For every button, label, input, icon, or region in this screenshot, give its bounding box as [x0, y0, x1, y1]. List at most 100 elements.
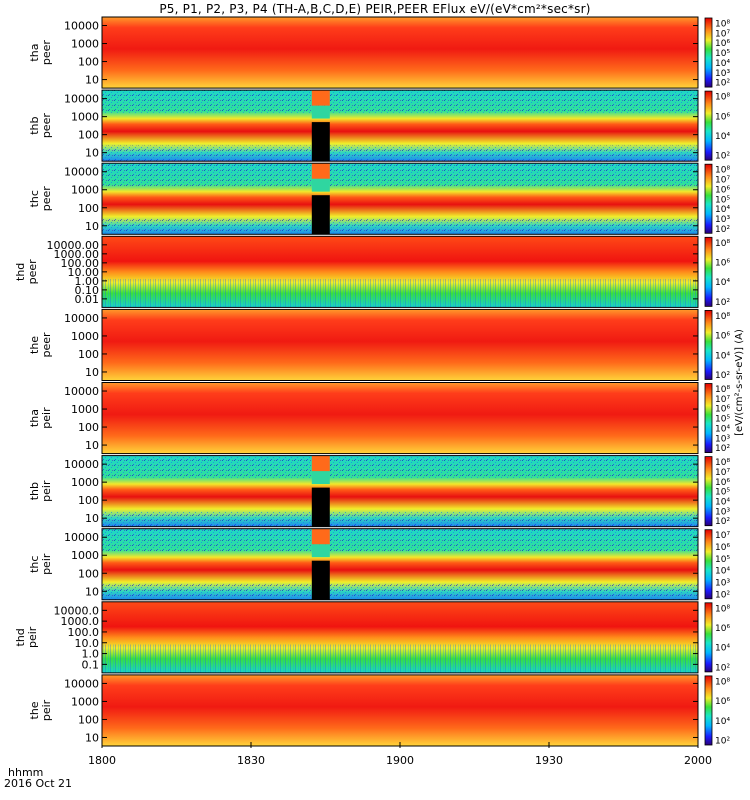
y-tick-label: 10000: [64, 677, 99, 690]
panel-frame: [101, 601, 699, 674]
colorbar-unit-label: [eV/(cm²-s-sr-eV)] (A): [734, 329, 745, 436]
colorbar-tick-label: 10³: [715, 215, 730, 225]
colorbar-tick-label: 10²: [715, 663, 730, 673]
y-tick-label: 1000: [71, 476, 99, 489]
y-tick-label: 10: [85, 585, 99, 598]
colorbar-tick-label: 10⁶: [715, 332, 730, 342]
colorbar-tick-label: 10⁴: [715, 567, 730, 577]
y-tick-label: 1000: [71, 403, 99, 416]
colorbar: [704, 236, 713, 307]
colorbar-tick-label: 10³: [715, 507, 730, 517]
x-tick-label: 2000: [684, 754, 712, 767]
data-gap-block: [311, 122, 330, 162]
panel-label: thepeir: [28, 699, 53, 721]
noise-texture-bottom: [102, 584, 698, 600]
colorbar-tick-label: 10⁸: [715, 166, 730, 176]
panel-the-peer: 10000 1000 100 10 thepeer 10⁸ 10⁶ 10⁴ 10²: [28, 308, 730, 381]
panel-frame: [101, 455, 699, 528]
colorbar-tick-label: 10²: [715, 152, 730, 162]
colorbar-tick-label: 10⁸: [715, 20, 730, 30]
y-tick-label: 10: [85, 366, 99, 379]
panel-frame: [101, 89, 699, 162]
panel-label: thepeer: [28, 332, 53, 358]
colorbar-tick-label: 10²: [715, 79, 730, 89]
stripe-texture: [102, 278, 698, 308]
colorbar-tick-label: 10²: [715, 371, 730, 381]
y-tick-label: 10000: [64, 166, 99, 179]
panel-label: thdpeer: [14, 259, 39, 285]
noise-texture-top: [102, 455, 698, 479]
panel-frame: [101, 16, 699, 89]
panel-the-peir: 10000 1000 100 10 thepeir 10⁸ 10⁶ 10⁴ 10²: [28, 674, 730, 747]
y-tick-label: 10000: [64, 385, 99, 398]
colorbar-tick-label: 10²: [715, 590, 730, 600]
colorbar-tick-label: 10⁶: [715, 478, 730, 488]
colorbar-tick-label: 10²: [715, 298, 730, 308]
noise-texture-bottom: [102, 511, 698, 527]
colorbar-tick-label: 10⁶: [715, 405, 730, 415]
colorbar: [704, 90, 713, 161]
chart-title: P5, P1, P2, P3, P4 (TH-A,B,C,D,E) PEIR,P…: [159, 2, 591, 16]
colorbar-tick-label: 10⁴: [715, 132, 730, 142]
colorbar-tick-label: 10⁵: [715, 415, 730, 425]
colorbar-tick-label: 10³: [715, 69, 730, 79]
date-label: 2016 Oct 21: [4, 777, 73, 790]
data-gap-top: [311, 528, 330, 545]
y-tick-label: 10: [85, 74, 99, 87]
colorbar-tick-label: 10⁴: [715, 59, 730, 69]
y-tick-label: 1000: [71, 695, 99, 708]
y-tick-label: 10: [85, 512, 99, 525]
colorbar-tick-label: 10⁶: [715, 543, 730, 553]
noise-texture-bottom: [102, 218, 698, 235]
panel-label: thapeer: [28, 40, 53, 66]
y-tick-label: 10000.0: [54, 604, 100, 617]
y-tick-label: 1.00: [75, 275, 100, 288]
colorbar: [704, 675, 713, 746]
y-tick-label: 1000: [71, 111, 99, 124]
noise-texture-top: [102, 528, 698, 552]
y-tick-label: 100.0: [68, 626, 100, 639]
spectrogram-image: [102, 382, 698, 454]
y-tick-label: 0.10: [75, 284, 100, 297]
y-tick-label: 0.01: [75, 293, 100, 306]
colorbar-tick-label: 10⁴: [715, 205, 730, 215]
colorbar-tick-label: 10⁴: [715, 278, 730, 288]
y-tick-label: 10000: [64, 312, 99, 325]
colorbar: [704, 602, 713, 673]
y-tick-label: 1000.00: [54, 248, 100, 261]
y-tick-label: 10: [85, 439, 99, 452]
colorbar-tick-label: 10²: [715, 737, 730, 747]
data-gap-top: [311, 163, 330, 179]
panel-label: thapeir: [28, 407, 53, 429]
y-tick-label: 100: [78, 567, 99, 580]
panel-frame: [101, 162, 699, 235]
colorbar-tick-label: 10⁴: [715, 644, 730, 654]
y-tick-label: 10000: [64, 93, 99, 106]
y-tick-label: 1.0: [82, 648, 100, 661]
panel-thb-peer: 10000 1000 100 10 thbpeer 10⁸ 10⁶ 10⁴ 10²: [28, 89, 730, 162]
data-gap-mid: [311, 471, 330, 485]
y-tick-label: 100: [78, 494, 99, 507]
colorbar-tick-label: 10⁷: [715, 395, 730, 405]
colorbar-tick-label: 10³: [715, 434, 730, 444]
panel-tha-peer: 10000 1000 100 10 thapeer 10⁸10⁷10⁶10⁵10⁴10³1…: [28, 16, 730, 89]
data-gap-mid: [311, 544, 330, 558]
colorbar: [704, 529, 713, 600]
y-tick-label: 10000: [64, 20, 99, 33]
colorbar-tick-label: 10⁷: [715, 468, 730, 478]
panel-label: thcpeer: [28, 186, 53, 212]
colorbar-tick-label: 10⁸: [715, 385, 730, 395]
panel-frame: [101, 308, 699, 381]
colorbar: [704, 163, 713, 234]
noise-texture-top: [102, 163, 698, 186]
colorbar-tick-label: 10⁶: [715, 697, 730, 707]
noise-texture-bottom: [102, 145, 698, 162]
y-tick-label: 10000.00: [47, 239, 100, 252]
y-tick-label: 10000: [64, 531, 99, 544]
colorbar-tick-label: 10⁵: [715, 49, 730, 59]
colorbar: [704, 456, 713, 527]
colorbar: [704, 383, 713, 453]
